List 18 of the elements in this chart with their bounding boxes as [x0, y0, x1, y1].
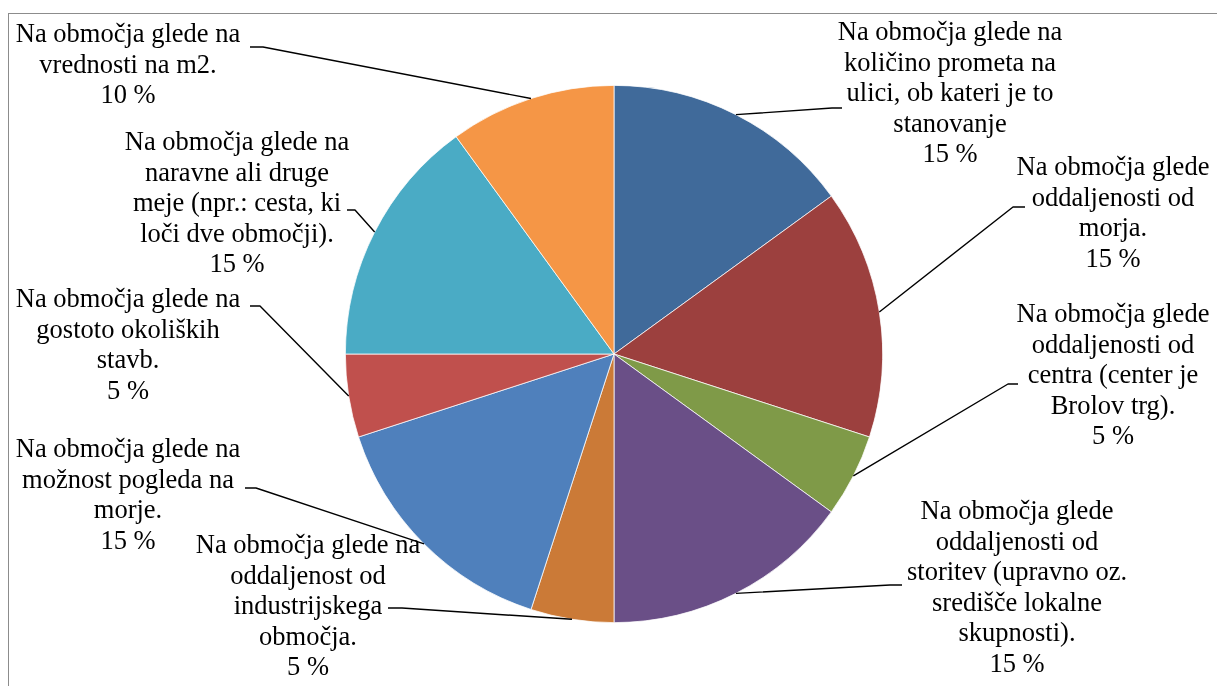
data-label: 15 % [209, 248, 265, 279]
slice-label: Na območja glede oddaljenosti od centra (center je Brolov trg). [1016, 297, 1210, 420]
slice-label: Na območja glede na količino prometa na ulici, ob kateri je to stanovanje [837, 15, 1063, 138]
data-label: 10 % [100, 79, 156, 110]
data-label: 5 % [287, 651, 329, 682]
slice-label: Na območja glede na oddaljenost od industrijskega območja. [195, 528, 421, 651]
slice-label: Na območja glede na gostoto okoliških stavb. [15, 282, 241, 375]
slice-label: Na območja glede na možnost pogleda na morje. [15, 432, 241, 525]
data-label: 15 % [100, 524, 156, 555]
data-label: 5 % [107, 374, 149, 405]
slice-label: Na območja glede oddaljenosti od morja. [1016, 150, 1210, 243]
slice-label: Na območja glede oddaljenosti od storitev (upravno oz. središče lokalne skupnosti). [906, 494, 1128, 648]
data-label: 15 % [989, 647, 1045, 678]
slice-label: Na območja glede na naravne ali druge meje (npr.: cesta, ki loči dve območji). [124, 125, 350, 248]
data-label: 15 % [1085, 242, 1141, 273]
data-label: 15 % [922, 138, 978, 169]
slice-label: Na območja glede na vrednosti na m2. [15, 17, 241, 79]
data-label: 5 % [1092, 420, 1134, 451]
